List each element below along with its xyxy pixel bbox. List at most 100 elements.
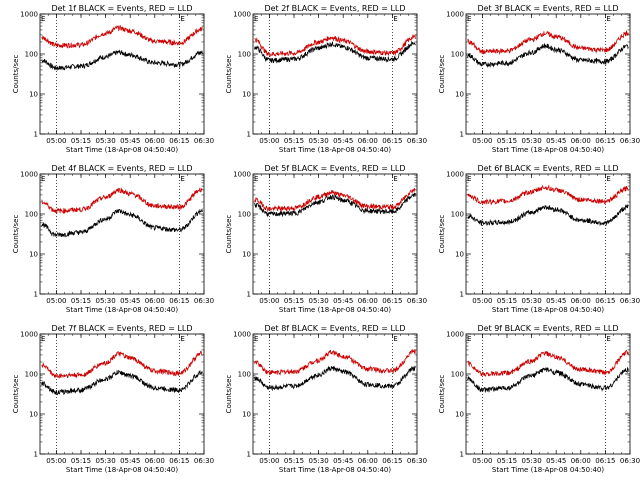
plot-panel: Det 6f BLACK = Events, RED = LLD 1 10 100 10… bbox=[438, 164, 640, 314]
corner-label: E bbox=[254, 175, 258, 183]
corner-label: E bbox=[180, 15, 184, 23]
x-tick-label: 05:30 bbox=[522, 297, 542, 305]
y-tick-label: 10 bbox=[29, 251, 38, 259]
x-tick-label: 05:45 bbox=[120, 297, 140, 305]
x-tick-label: 05:45 bbox=[333, 297, 353, 305]
x-tick-label: 06:30 bbox=[407, 137, 427, 145]
x-tick-label: 05:15 bbox=[497, 297, 517, 305]
x-tick-label: 05:00 bbox=[46, 297, 66, 305]
x-tick-label: 05:00 bbox=[259, 137, 279, 145]
x-tick-label: 05:15 bbox=[284, 457, 304, 465]
series-line-lld bbox=[254, 188, 416, 213]
corner-label: E bbox=[606, 175, 610, 183]
x-axis-label: Start Time (18-Apr-08 04:50:40) bbox=[492, 146, 604, 154]
x-tick-label: 05:15 bbox=[71, 137, 91, 145]
series-line-lld bbox=[41, 350, 203, 379]
x-tick-label: 06:30 bbox=[620, 457, 640, 465]
series-line-events bbox=[467, 42, 629, 68]
plot-title: Det 9f BLACK = Events, RED = LLD bbox=[477, 324, 618, 333]
x-tick-label: 05:30 bbox=[96, 297, 116, 305]
x-tick-label: 06:15 bbox=[595, 457, 615, 465]
x-tick-label: 06:30 bbox=[620, 137, 640, 145]
x-tick-label: 06:00 bbox=[145, 297, 165, 305]
plot-title: Det 4f BLACK = Events, RED = LLD bbox=[51, 164, 192, 173]
corner-label: E bbox=[254, 15, 258, 23]
corner-label: E bbox=[41, 335, 45, 343]
y-axis-label: Counts/sec bbox=[438, 215, 446, 254]
y-tick-label: 10 bbox=[29, 91, 38, 99]
corner-label: E bbox=[41, 15, 45, 23]
y-tick-label: 1 bbox=[460, 131, 464, 139]
x-tick-label: 05:30 bbox=[522, 457, 542, 465]
x-tick-label: 06:30 bbox=[620, 297, 640, 305]
series-line-lld bbox=[467, 30, 629, 55]
y-tick-label: 1000 bbox=[233, 331, 251, 339]
y-tick-label: 1 bbox=[460, 291, 464, 299]
x-axis-label: Start Time (18-Apr-08 04:50:40) bbox=[279, 146, 391, 154]
x-tick-label: 06:15 bbox=[382, 457, 402, 465]
x-tick-label: 05:15 bbox=[284, 137, 304, 145]
x-tick-label: 06:00 bbox=[571, 297, 591, 305]
y-tick-label: 1 bbox=[247, 291, 251, 299]
x-tick-label: 05:00 bbox=[46, 137, 66, 145]
plot-title: Det 3f BLACK = Events, RED = LLD bbox=[477, 4, 618, 13]
series-line-events bbox=[467, 366, 629, 393]
plot-title: Det 6f BLACK = Events, RED = LLD bbox=[477, 164, 618, 173]
y-tick-label: 100 bbox=[451, 211, 464, 219]
x-tick-label: 05:45 bbox=[120, 457, 140, 465]
x-tick-label: 05:45 bbox=[333, 137, 353, 145]
y-axis-label: Counts/sec bbox=[438, 55, 446, 94]
corner-label: E bbox=[393, 15, 397, 23]
plot-panel: Det 5f BLACK = Events, RED = LLD 1 10 100 10… bbox=[225, 164, 427, 314]
series-line-events bbox=[41, 369, 203, 396]
x-tick-label: 06:00 bbox=[358, 297, 378, 305]
y-axis-label: Counts/sec bbox=[12, 55, 20, 94]
x-tick-label: 05:45 bbox=[546, 297, 566, 305]
x-tick-label: 05:45 bbox=[120, 137, 140, 145]
plot-title: Det 7f BLACK = Events, RED = LLD bbox=[51, 324, 192, 333]
series-line-lld bbox=[254, 348, 416, 376]
y-tick-label: 1 bbox=[460, 451, 464, 459]
x-tick-label: 06:00 bbox=[145, 457, 165, 465]
y-tick-label: 100 bbox=[238, 371, 251, 379]
series-line-events bbox=[254, 365, 416, 392]
x-tick-label: 05:15 bbox=[71, 297, 91, 305]
y-tick-label: 1 bbox=[247, 451, 251, 459]
y-tick-label: 1000 bbox=[20, 11, 38, 19]
y-tick-label: 100 bbox=[25, 211, 38, 219]
y-tick-label: 10 bbox=[29, 411, 38, 419]
corner-label: E bbox=[180, 175, 184, 183]
x-tick-label: 05:30 bbox=[309, 137, 329, 145]
y-axis-label: Counts/sec bbox=[12, 215, 20, 254]
x-axis-label: Start Time (18-Apr-08 04:50:40) bbox=[66, 306, 178, 314]
x-tick-label: 05:00 bbox=[472, 137, 492, 145]
x-tick-label: 06:30 bbox=[407, 297, 427, 305]
series-line-events bbox=[41, 49, 203, 72]
x-tick-label: 06:30 bbox=[194, 137, 214, 145]
x-tick-label: 05:30 bbox=[309, 297, 329, 305]
series-line-events bbox=[41, 207, 203, 238]
y-axis-label: Counts/sec bbox=[438, 375, 446, 414]
plot-panel: Det 8f BLACK = Events, RED = LLD 1 10 100 10… bbox=[225, 324, 427, 474]
x-tick-label: 05:00 bbox=[259, 457, 279, 465]
y-tick-label: 100 bbox=[238, 51, 251, 59]
y-tick-label: 1000 bbox=[446, 331, 464, 339]
y-tick-label: 100 bbox=[25, 51, 38, 59]
x-tick-label: 06:15 bbox=[382, 137, 402, 145]
y-tick-label: 1 bbox=[34, 291, 38, 299]
y-tick-label: 10 bbox=[242, 251, 251, 259]
x-tick-label: 05:45 bbox=[333, 457, 353, 465]
corner-label: E bbox=[180, 335, 184, 343]
y-tick-label: 100 bbox=[238, 211, 251, 219]
plot-title: Det 1f BLACK = Events, RED = LLD bbox=[51, 4, 192, 13]
series-line-lld bbox=[467, 349, 629, 377]
x-tick-label: 05:00 bbox=[46, 457, 66, 465]
plot-panel: Det 3f BLACK = Events, RED = LLD 1 10 100 10… bbox=[438, 4, 640, 154]
x-tick-label: 05:30 bbox=[309, 457, 329, 465]
y-tick-label: 1000 bbox=[446, 171, 464, 179]
plot-title: Det 2f BLACK = Events, RED = LLD bbox=[264, 4, 405, 13]
y-axis-label: Counts/sec bbox=[225, 375, 233, 414]
corner-label: E bbox=[467, 175, 471, 183]
x-axis-label: Start Time (18-Apr-08 04:50:40) bbox=[66, 146, 178, 154]
y-tick-label: 1000 bbox=[233, 11, 251, 19]
